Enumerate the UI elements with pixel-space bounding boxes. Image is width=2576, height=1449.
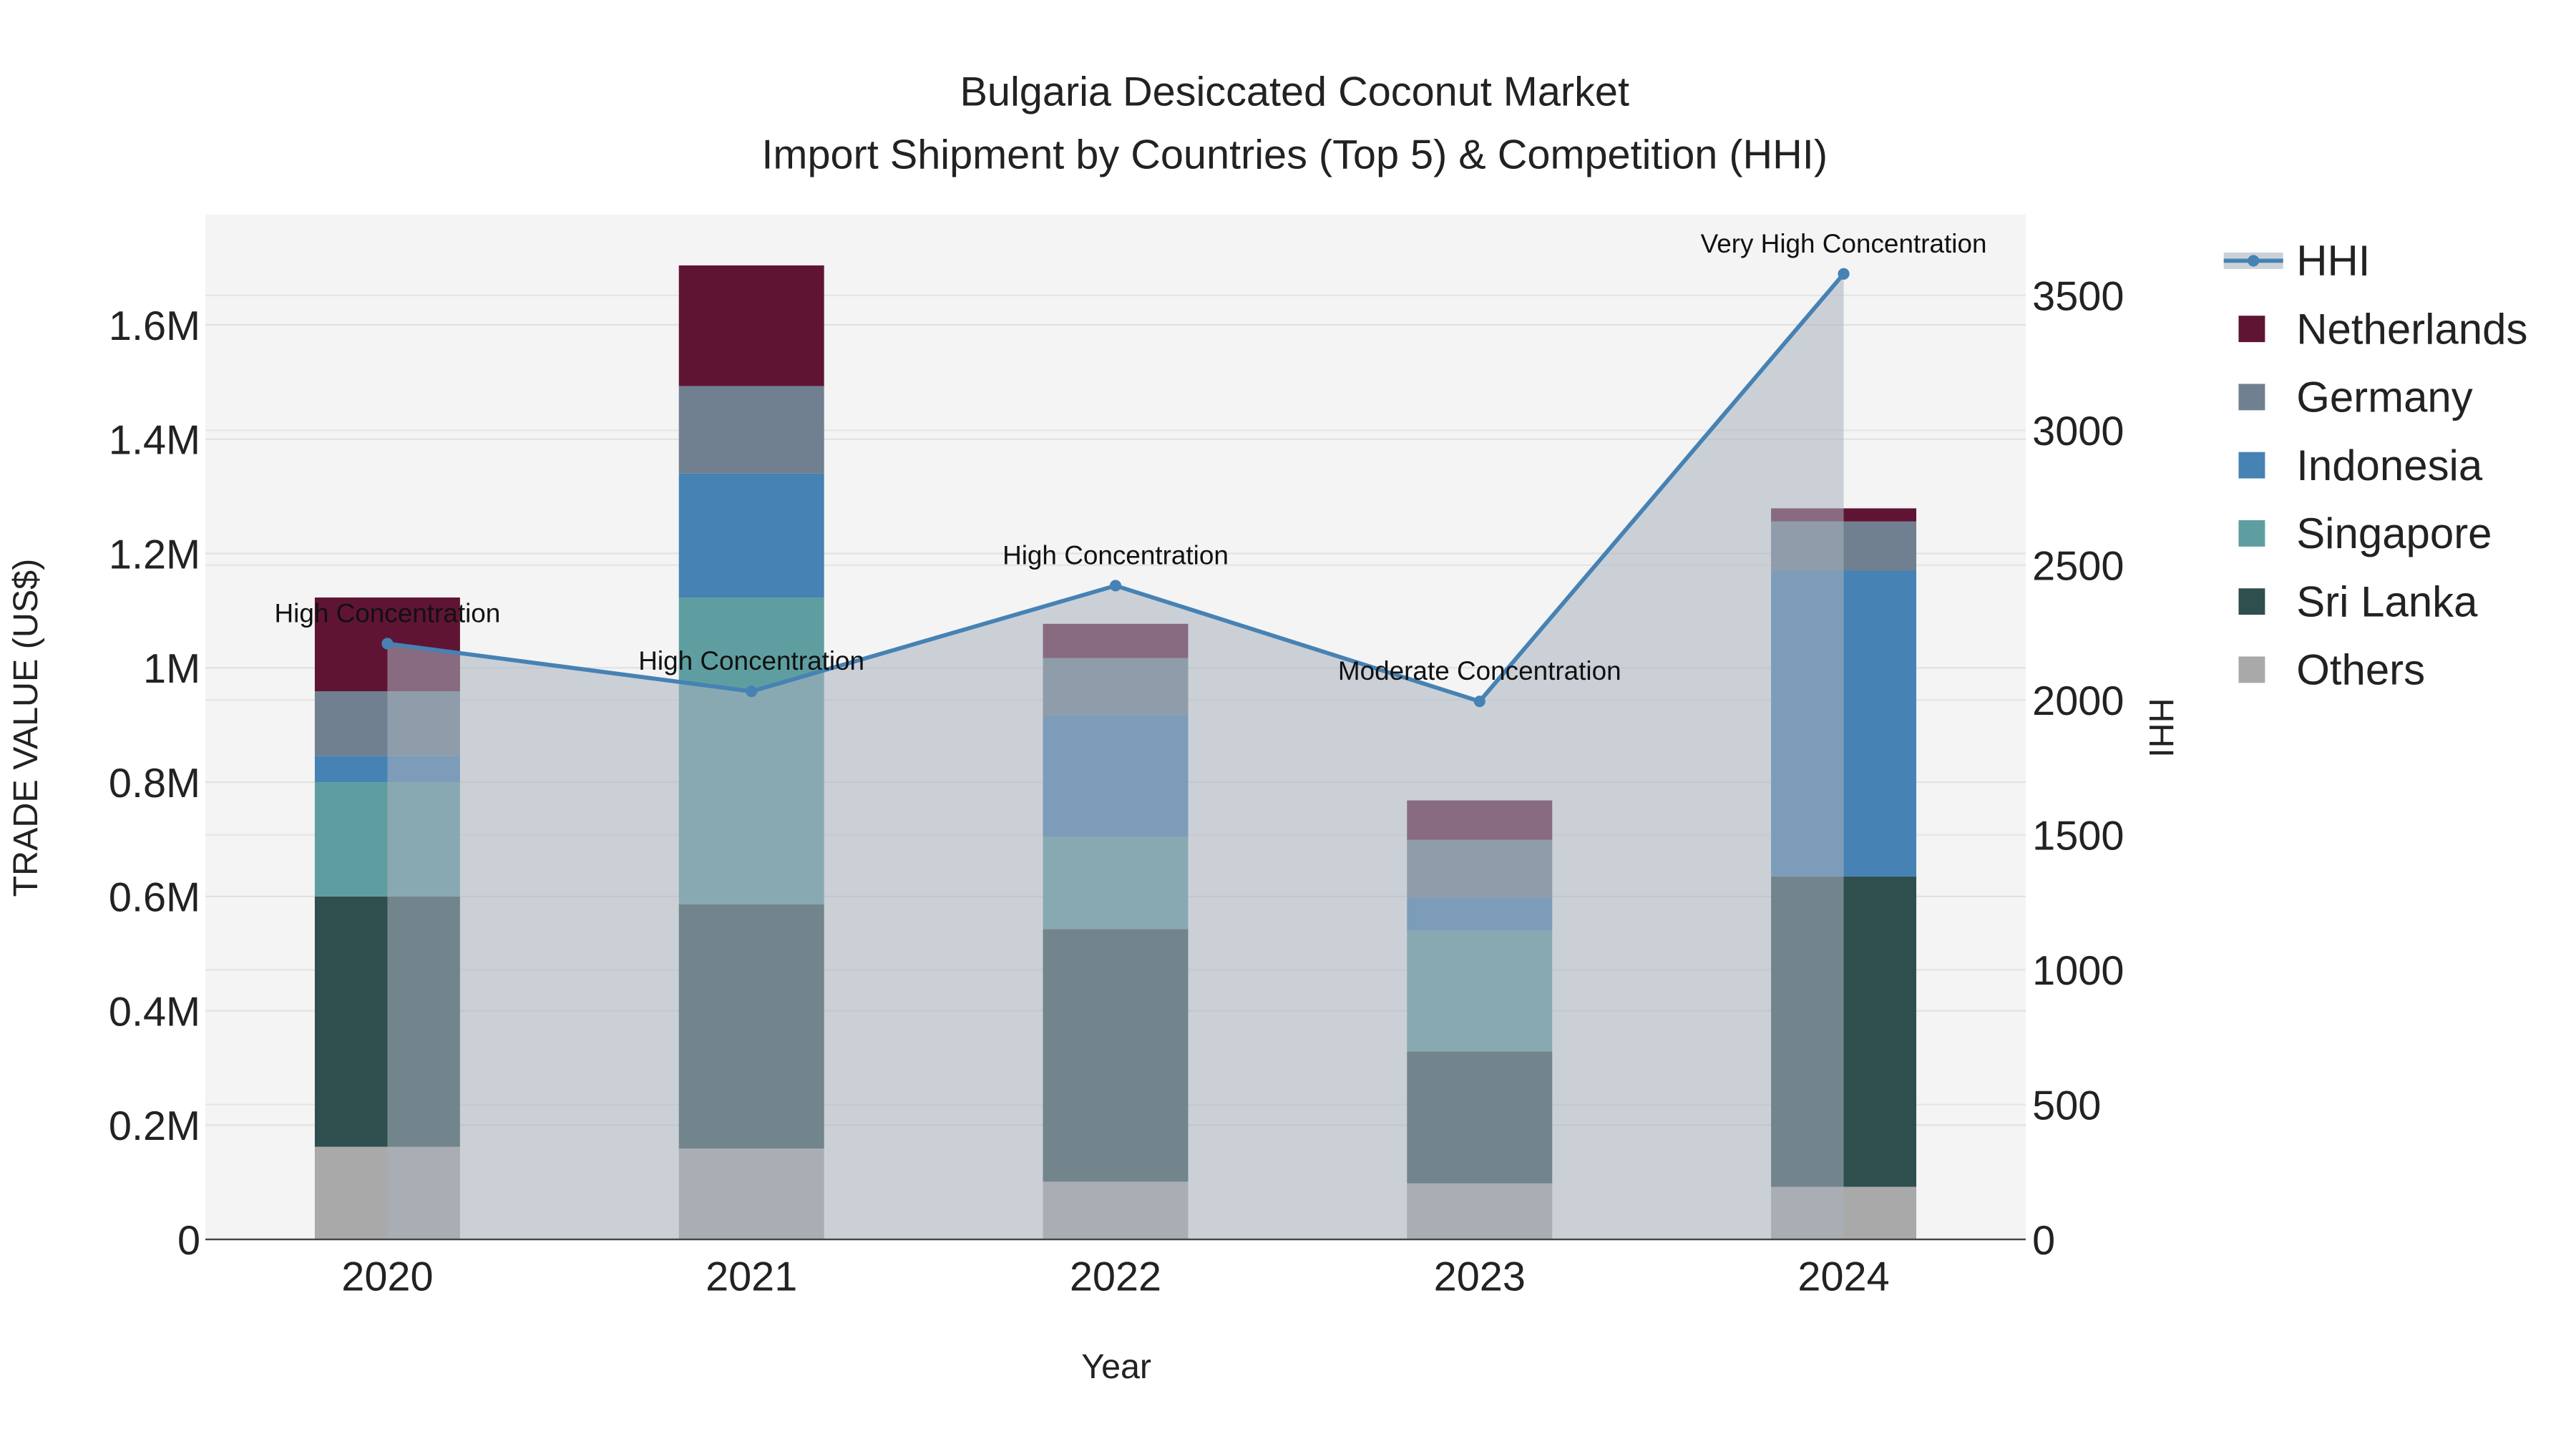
y-tick-label: 1M (143, 646, 200, 692)
y2-tick-label: 3500 (2032, 274, 2124, 320)
hhi-point-2021[interactable] (746, 686, 758, 698)
legend-swatch-sri-lanka (2238, 588, 2265, 615)
x-tick-label: 2024 (1797, 1254, 1889, 1300)
y2-axis-label: HHI (2142, 698, 2180, 757)
legend-item-singapore[interactable]: Singapore (2296, 509, 2492, 557)
x-axis-label: Year (1081, 1347, 1151, 1386)
bar-indonesia-2021[interactable] (678, 473, 824, 598)
legend-swatch-indonesia (2238, 452, 2265, 479)
y2-tick-label: 2000 (2032, 678, 2124, 724)
y2-tick-label: 2500 (2032, 544, 2124, 590)
y2-tick-label: 500 (2032, 1083, 2101, 1128)
legend-item-others[interactable]: Others (2296, 646, 2425, 694)
bar-germany-2021[interactable] (678, 386, 824, 474)
y-tick-label: 0.2M (109, 1103, 200, 1149)
bar-netherlands-2021[interactable] (678, 265, 824, 386)
y-tick-label: 1.4M (109, 418, 200, 464)
y-tick-label: 1.2M (109, 532, 200, 577)
legend-marker-hhi (2248, 255, 2260, 267)
y-tick-label: 0 (177, 1218, 200, 1264)
y-tick-label: 0.6M (109, 875, 200, 921)
legend-item-sri-lanka[interactable]: Sri Lanka (2296, 577, 2478, 625)
legend-swatch-singapore (2238, 519, 2265, 547)
y2-tick-label: 3000 (2032, 409, 2124, 454)
y-tick-label: 1.6M (109, 303, 200, 349)
y2-tick-label: 1000 (2032, 948, 2124, 994)
legend-swatch-germany (2238, 384, 2265, 411)
hhi-annotation: High Concentration (638, 646, 864, 675)
hhi-point-2023[interactable] (1473, 696, 1485, 708)
legend-item-indonesia[interactable]: Indonesia (2296, 441, 2483, 489)
legend-swatch-others (2238, 656, 2265, 683)
hhi-annotation: High Concentration (275, 599, 501, 628)
chart-title-line1: Bulgaria Desiccated Coconut Market (960, 69, 1629, 115)
legend-item-germany[interactable]: Germany (2296, 374, 2473, 421)
hhi-annotation: High Concentration (1002, 540, 1229, 570)
y-tick-label: 0.4M (109, 989, 200, 1035)
hhi-point-2022[interactable] (1109, 580, 1122, 592)
x-tick-label: 2021 (706, 1254, 797, 1300)
hhi-area (387, 273, 1844, 1240)
legend-item-netherlands[interactable]: Netherlands (2296, 305, 2527, 353)
hhi-annotation: Very High Concentration (1701, 229, 1987, 258)
hhi-point-2020[interactable] (381, 638, 394, 650)
x-tick-label: 2020 (341, 1254, 433, 1300)
y-axis-label: TRADE VALUE (US$) (6, 559, 45, 897)
x-tick-label: 2022 (1070, 1254, 1161, 1300)
y2-tick-label: 0 (2032, 1218, 2055, 1264)
hhi-point-2024[interactable] (1838, 268, 1850, 280)
chart-title-line2: Import Shipment by Countries (Top 5) & C… (761, 132, 1828, 177)
y2-tick-label: 1500 (2032, 813, 2124, 859)
legend-swatch-netherlands (2238, 316, 2265, 343)
x-tick-label: 2023 (1434, 1254, 1526, 1300)
y-tick-label: 0.8M (109, 761, 200, 806)
legend-item-hhi[interactable]: HHI (2296, 237, 2370, 285)
hhi-annotation: Moderate Concentration (1338, 656, 1621, 686)
